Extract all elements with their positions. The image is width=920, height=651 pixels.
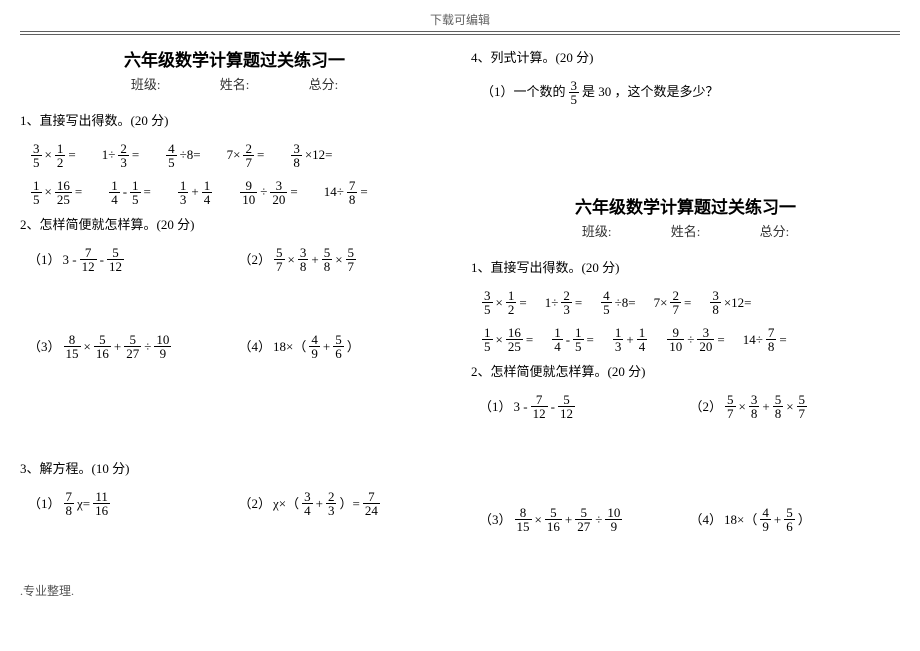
mental-row-1b: 35 × 12 = 1÷ 23 = 45 ÷8= 7× 27 = 38 × [471,289,900,316]
section-2-heading: 2、怎样简便就怎样算。(20 分) [20,216,449,234]
mental-row-2: 15 × 1625 = 14 - 15 = 13 + 14 910 ÷ 320 … [20,179,449,206]
page-footer: .专业整理. [20,583,900,600]
exp-3: 45 ÷8= [165,142,200,169]
name-label-2: 姓名: [671,224,701,239]
section-4-heading: 4、列式计算。(20 分) [471,49,900,67]
word-problem-1: （1）一个数的 35 是 30 ，这个数是多少？ [471,79,900,106]
worksheet-title-2: 六年级数学计算题过关练习一 [471,196,900,220]
simplify-row-2: （3） 815 × 516 + 527 ÷ 109 （4）18×（ 49 + 5… [20,333,449,360]
equation-row: （1） 78 χ= 1116 （2）χ×（ 34 + 23 ）= 724 [20,490,449,517]
eqn-2: （2）χ×（ 34 + 23 ）= 724 [239,490,450,517]
simplify-row-1b: （1）3 - 712 - 512 （2） 57 × 38 + 58 × 57 [471,393,900,420]
rule-outer [20,31,900,32]
exp-9: 910 ÷ 320 = [239,179,297,206]
eqn-1: （1） 78 χ= 1116 [28,490,239,517]
simp-2: （2） 57 × 38 + 58 × 57 [239,246,450,273]
simplify-row-2b: （3） 815 × 516 + 527 ÷ 109 （4）18×（ 49 + 5… [471,506,900,533]
section-1-heading: 1、直接写出得数。(20 分) [20,112,449,130]
simp-4: （4）18×（ 49 + 56 ） [239,333,450,360]
two-column-layout: 六年级数学计算题过关练习一 班级: 姓名: 总分: 1、直接写出得数。(20 分… [20,49,900,554]
worksheet-meta-2: 班级: 姓名: 总分: [471,223,900,241]
exp-10: 14÷ 78 = [324,179,368,206]
exp-8: 13 + 14 [177,179,213,206]
worksheet-title: 六年级数学计算题过关练习一 [20,49,449,73]
right-column: 4、列式计算。(20 分) （1）一个数的 35 是 30 ，这个数是多少？ 六… [471,49,900,554]
rule-inner [20,34,900,35]
left-column: 六年级数学计算题过关练习一 班级: 姓名: 总分: 1、直接写出得数。(20 分… [20,49,449,554]
mental-row-1: 35 × 12 = 1÷ 23 = 45 ÷8= 7× 27 = 38 × [20,142,449,169]
simp-3: （3） 815 × 516 + 527 ÷ 109 [28,333,239,360]
section-3-heading: 3、解方程。(10 分) [20,460,449,478]
simplify-row-1: （1）3 - 712 - 512 （2） 57 × 38 + 58 × 57 [20,246,449,273]
worksheet-meta: 班级: 姓名: 总分: [20,76,449,94]
name-label: 姓名: [220,77,250,92]
class-label: 班级: [131,77,161,92]
section-2-heading-b: 2、怎样简便就怎样算。(20 分) [471,363,900,381]
exp-7: 14 - 15 = [108,179,151,206]
simp-1: （1）3 - 712 - 512 [28,246,239,273]
exp-1: 35 × 12 = [30,142,76,169]
section-1-heading-b: 1、直接写出得数。(20 分) [471,259,900,277]
class-label-2: 班级: [582,224,612,239]
score-label: 总分: [309,77,339,92]
exp-6: 15 × 1625 = [30,179,82,206]
exp-5: 38 ×12= [290,142,332,169]
exp-2: 1÷ 23 = [102,142,139,169]
mental-row-2b: 15 × 1625 = 14 - 15 = 13 + 14 910 ÷ 320 … [471,326,900,353]
exp-4: 7× 27 = [227,142,265,169]
score-label-2: 总分: [760,224,790,239]
page-header: 下载可编辑 [20,12,900,29]
